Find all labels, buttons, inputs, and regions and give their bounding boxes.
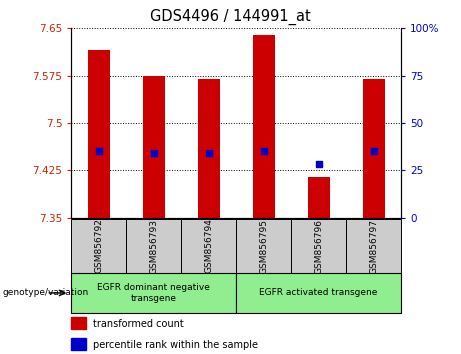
Text: genotype/variation: genotype/variation: [2, 289, 89, 297]
Bar: [71, 317, 86, 329]
Text: GDS4496 / 144991_at: GDS4496 / 144991_at: [150, 9, 311, 25]
Bar: [126, 219, 181, 273]
Bar: [363, 79, 384, 218]
Bar: [143, 76, 165, 218]
Text: transformed count: transformed count: [93, 319, 183, 329]
Bar: [71, 338, 86, 350]
Bar: [236, 273, 401, 313]
Text: GSM856794: GSM856794: [204, 218, 213, 274]
Bar: [71, 273, 236, 313]
Point: [315, 161, 322, 167]
Text: EGFR activated transgene: EGFR activated transgene: [260, 289, 378, 297]
Text: percentile rank within the sample: percentile rank within the sample: [93, 340, 258, 350]
Bar: [236, 219, 291, 273]
Text: GSM856793: GSM856793: [149, 218, 159, 274]
Text: GSM856792: GSM856792: [95, 218, 103, 274]
Text: EGFR dominant negative
transgene: EGFR dominant negative transgene: [97, 283, 210, 303]
Point: [205, 150, 213, 155]
Text: GSM856795: GSM856795: [259, 218, 268, 274]
Bar: [71, 219, 126, 273]
Bar: [88, 50, 110, 218]
Point: [95, 149, 103, 154]
Text: GSM856797: GSM856797: [369, 218, 378, 274]
Bar: [291, 219, 346, 273]
Bar: [253, 35, 275, 218]
Point: [370, 149, 377, 154]
Bar: [198, 79, 220, 218]
Text: GSM856796: GSM856796: [314, 218, 323, 274]
Point: [150, 150, 158, 156]
Bar: [181, 219, 236, 273]
Bar: [307, 177, 330, 218]
Bar: [346, 219, 401, 273]
Point: [260, 149, 267, 154]
